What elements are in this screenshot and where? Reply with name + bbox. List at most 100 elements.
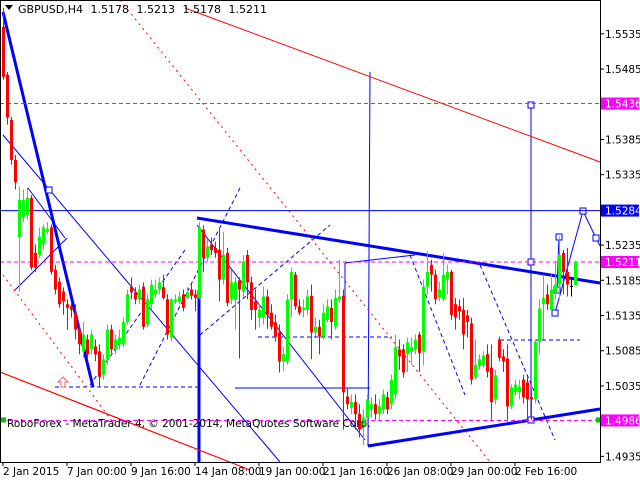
candle[interactable] bbox=[58, 277, 61, 308]
candle[interactable] bbox=[514, 379, 517, 396]
candle[interactable] bbox=[570, 277, 573, 297]
trendline[interactable] bbox=[27, 187, 66, 239]
candle[interactable] bbox=[146, 294, 149, 328]
candle[interactable] bbox=[522, 374, 525, 404]
candle[interactable] bbox=[354, 394, 357, 430]
candle[interactable] bbox=[466, 309, 469, 338]
trendline[interactable] bbox=[344, 254, 416, 264]
candle[interactable] bbox=[366, 394, 369, 425]
candle[interactable] bbox=[178, 291, 181, 305]
candle[interactable] bbox=[46, 221, 49, 235]
candle[interactable] bbox=[42, 224, 45, 251]
candle[interactable] bbox=[34, 244, 37, 272]
candle[interactable] bbox=[574, 260, 577, 286]
candle[interactable] bbox=[350, 394, 353, 415]
candle[interactable] bbox=[230, 269, 233, 305]
candle[interactable] bbox=[270, 304, 273, 330]
candle[interactable] bbox=[82, 321, 85, 358]
candle[interactable] bbox=[166, 294, 169, 340]
candle[interactable] bbox=[190, 284, 193, 300]
candle[interactable] bbox=[6, 71, 9, 125]
candle[interactable] bbox=[546, 284, 549, 310]
candle[interactable] bbox=[294, 271, 297, 310]
candle[interactable] bbox=[214, 241, 217, 258]
candle[interactable] bbox=[326, 299, 329, 323]
candle[interactable] bbox=[390, 374, 393, 410]
candle[interactable] bbox=[382, 389, 385, 415]
candle[interactable] bbox=[510, 384, 513, 410]
candle[interactable] bbox=[538, 299, 541, 355]
candle[interactable] bbox=[106, 324, 109, 365]
candle[interactable] bbox=[518, 379, 521, 400]
candle[interactable] bbox=[38, 227, 41, 258]
candle[interactable] bbox=[346, 387, 349, 410]
candle[interactable] bbox=[278, 324, 281, 373]
trendline[interactable] bbox=[367, 71, 371, 447]
candle[interactable] bbox=[470, 317, 473, 385]
candle[interactable] bbox=[530, 389, 533, 420]
candle[interactable] bbox=[494, 369, 497, 405]
candle[interactable] bbox=[130, 277, 133, 300]
candle[interactable] bbox=[174, 294, 177, 305]
candle[interactable] bbox=[394, 334, 397, 400]
trendline[interactable] bbox=[199, 224, 331, 336]
candle[interactable] bbox=[414, 334, 417, 355]
candle[interactable] bbox=[186, 287, 189, 300]
candle[interactable] bbox=[418, 331, 421, 372]
candle[interactable] bbox=[14, 154, 17, 190]
candle[interactable] bbox=[30, 195, 33, 270]
candle[interactable] bbox=[150, 279, 153, 310]
candle[interactable] bbox=[206, 239, 209, 262]
candle[interactable] bbox=[202, 225, 205, 272]
candle[interactable] bbox=[374, 394, 377, 420]
candle[interactable] bbox=[490, 344, 493, 420]
candle[interactable] bbox=[254, 289, 257, 330]
candle[interactable] bbox=[54, 264, 57, 295]
candle[interactable] bbox=[266, 289, 269, 329]
candle[interactable] bbox=[98, 344, 101, 388]
candle[interactable] bbox=[302, 299, 305, 318]
candle[interactable] bbox=[122, 317, 125, 348]
candle[interactable] bbox=[378, 399, 381, 420]
triangle-down-icon[interactable] bbox=[5, 5, 13, 10]
trendline[interactable] bbox=[1, 11, 95, 388]
candle[interactable] bbox=[162, 274, 165, 300]
candle[interactable] bbox=[246, 250, 249, 300]
candle[interactable] bbox=[90, 329, 93, 355]
trendline[interactable] bbox=[139, 187, 241, 386]
candle[interactable] bbox=[342, 289, 345, 430]
trendline[interactable] bbox=[582, 210, 597, 239]
candle[interactable] bbox=[18, 186, 21, 292]
candle[interactable] bbox=[398, 339, 401, 370]
candle[interactable] bbox=[274, 314, 277, 342]
candle[interactable] bbox=[566, 247, 569, 297]
candle[interactable] bbox=[66, 299, 69, 330]
candle[interactable] bbox=[22, 189, 25, 222]
trendline[interactable] bbox=[184, 7, 601, 163]
candle[interactable] bbox=[422, 279, 425, 366]
candle[interactable] bbox=[318, 319, 321, 355]
candle[interactable] bbox=[306, 289, 309, 315]
candle[interactable] bbox=[238, 277, 241, 359]
candle[interactable] bbox=[474, 339, 477, 380]
candle[interactable] bbox=[226, 247, 229, 307]
candle[interactable] bbox=[50, 224, 53, 275]
candle[interactable] bbox=[550, 274, 553, 312]
candle[interactable] bbox=[258, 304, 261, 328]
candle[interactable] bbox=[286, 294, 289, 365]
candle[interactable] bbox=[542, 274, 545, 340]
candle[interactable] bbox=[158, 277, 161, 295]
candle[interactable] bbox=[534, 339, 537, 404]
anchor-point-marker[interactable] bbox=[551, 309, 559, 317]
candle[interactable] bbox=[26, 188, 29, 220]
candle[interactable] bbox=[554, 261, 557, 300]
candle[interactable] bbox=[126, 289, 129, 325]
trendline[interactable] bbox=[14, 237, 68, 291]
candle[interactable] bbox=[138, 284, 141, 305]
anchor-point-marker[interactable] bbox=[592, 234, 600, 242]
candle[interactable] bbox=[110, 324, 113, 353]
candle[interactable] bbox=[70, 302, 73, 318]
candle[interactable] bbox=[430, 259, 433, 292]
candle[interactable] bbox=[562, 250, 565, 295]
candle[interactable] bbox=[502, 349, 505, 372]
